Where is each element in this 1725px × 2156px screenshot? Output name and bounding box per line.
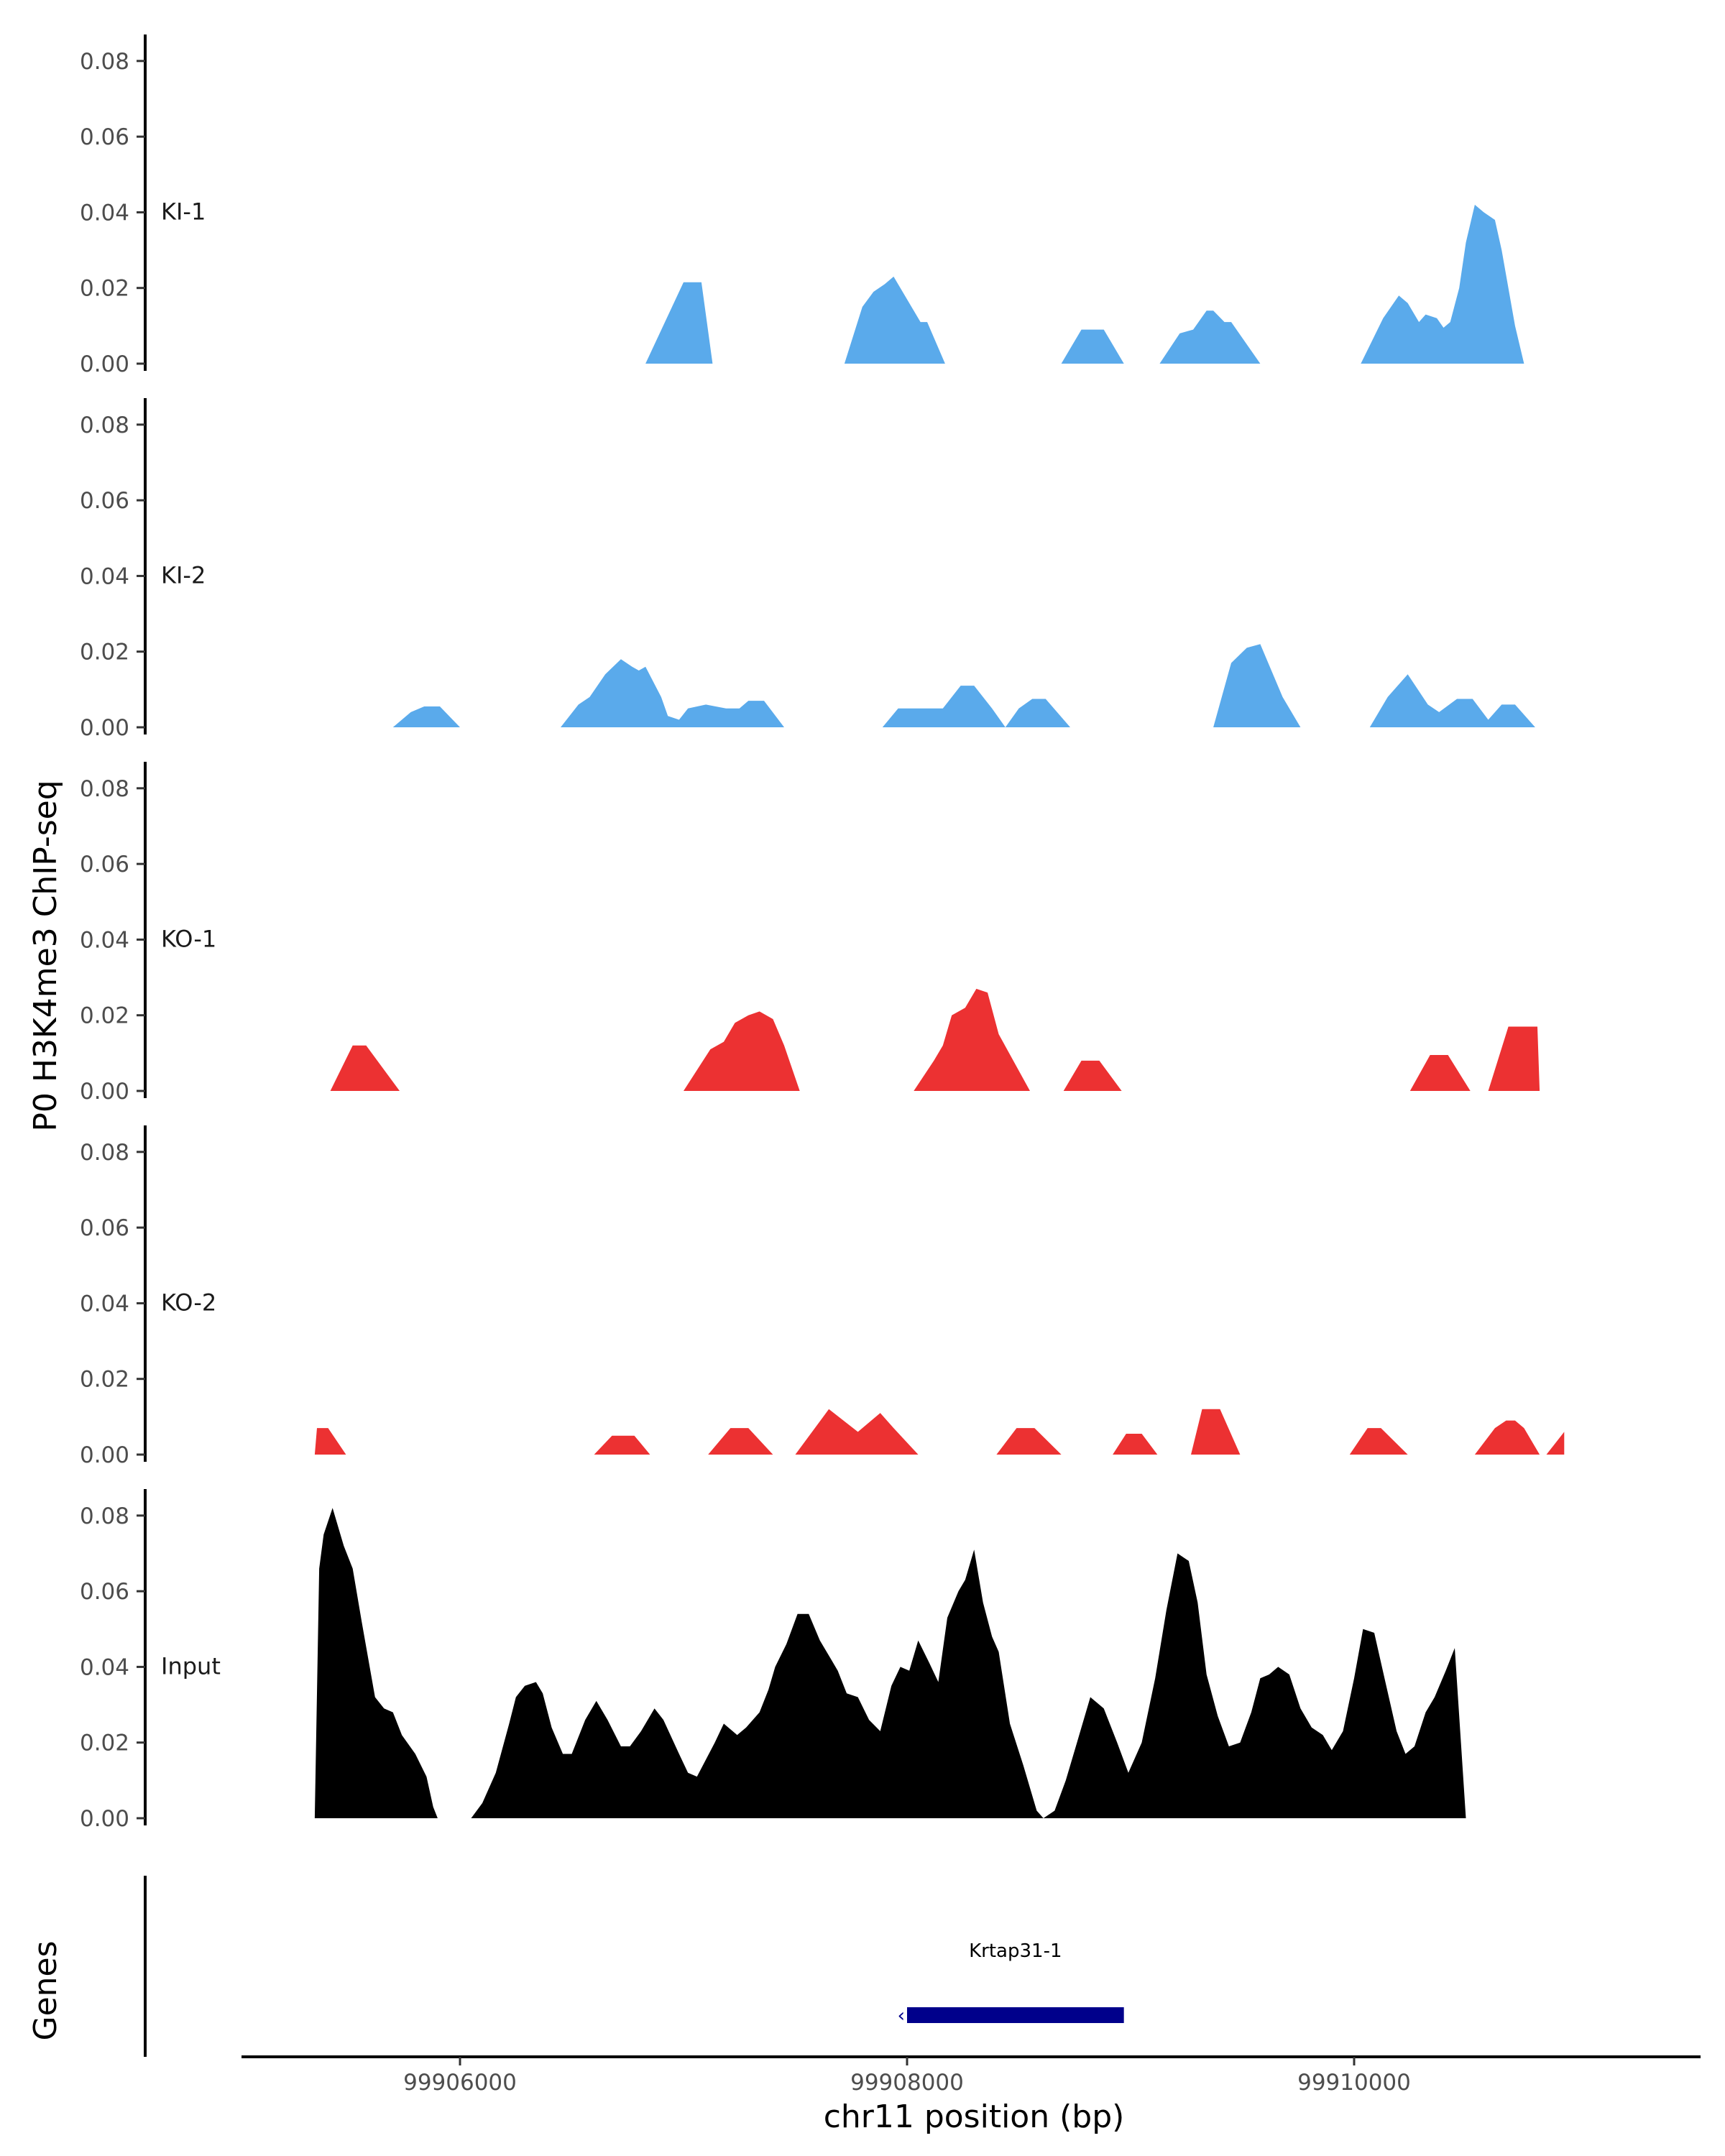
x-axis: 99906000 99908000 99910000 (242, 2055, 1701, 2096)
gene-label: Krtap31-1 (969, 1940, 1062, 1962)
y-tick-label: 0.08 (80, 1503, 129, 1529)
x-axis-title: chr11 position (bp) (824, 2099, 1125, 2135)
tracks-layer: 0.00 0.02 0.04 0.06 0.08 KI-1 0.00 0.02 0.04 0.06… (80, 34, 1565, 1832)
y-tick-label: 0.06 (80, 852, 129, 877)
x-tick-label: 99906000 (403, 2070, 517, 2096)
y-tick-label: 0.06 (80, 124, 129, 150)
track-label: KI-1 (161, 198, 206, 225)
gene-krtap31-1: ‹ Krtap31-1 (898, 1940, 1124, 2027)
gene-body (907, 2007, 1124, 2023)
track-label: KO-1 (161, 925, 216, 952)
signal-area-input (314, 1508, 1466, 1818)
y-tick-label: 0.00 (80, 1442, 129, 1468)
y-tick-label: 0.06 (80, 1579, 129, 1605)
y-tick-label: 0.02 (80, 1003, 129, 1029)
track-ki-1: 0.00 0.02 0.04 0.06 0.08 KI-1 (80, 34, 1524, 377)
y-tick-label: 0.02 (80, 1731, 129, 1756)
x-tick-label: 99910000 (1297, 2070, 1411, 2096)
signal-area-ki-2 (392, 644, 1535, 727)
y-tick-label: 0.00 (80, 715, 129, 741)
y-tick-label: 0.04 (80, 927, 129, 953)
strand-arrow-icon: ‹ (898, 2005, 905, 2027)
track-ko-2: 0.00 0.02 0.04 0.06 0.08 KO-2 (80, 1125, 1565, 1468)
signal-area-ko-2 (314, 1409, 1565, 1455)
y-tick-label: 0.00 (80, 1079, 129, 1105)
y-axis-title: P0 H3K4me3 ChIP-seq (27, 780, 64, 1131)
track-ki-2: 0.00 0.02 0.04 0.06 0.08 KI-2 (80, 398, 1535, 741)
track-label: Input (161, 1652, 221, 1680)
genes-track: ‹ Krtap31-1 (144, 1876, 1124, 2057)
y-tick-label: 0.04 (80, 1654, 129, 1680)
y-tick-label: 0.08 (80, 1140, 129, 1166)
y-tick-label: 0.08 (80, 776, 129, 802)
y-tick-label: 0.08 (80, 413, 129, 438)
y-tick-label: 0.04 (80, 200, 129, 226)
signal-area-ko-1 (330, 988, 1540, 1091)
track-label: KI-2 (161, 561, 206, 589)
genes-axis-title: Genes (27, 1940, 64, 2040)
track-input: 0.00 0.02 0.04 0.06 0.08 Input (80, 1489, 1466, 1832)
track-label: KO-2 (161, 1289, 216, 1316)
y-tick-label: 0.04 (80, 563, 129, 589)
y-tick-label: 0.00 (80, 1806, 129, 1832)
y-tick-label: 0.08 (80, 49, 129, 75)
y-tick-label: 0.00 (80, 351, 129, 377)
y-tick-label: 0.02 (80, 276, 129, 302)
y-tick-label: 0.06 (80, 488, 129, 514)
y-tick-label: 0.04 (80, 1291, 129, 1317)
y-tick-label: 0.02 (80, 1367, 129, 1393)
track-ko-1: 0.00 0.02 0.04 0.06 0.08 KO-1 (80, 762, 1540, 1105)
y-tick-label: 0.02 (80, 640, 129, 665)
signal-area-ki-1 (645, 204, 1524, 364)
x-tick-label: 99908000 (850, 2070, 964, 2096)
y-tick-label: 0.06 (80, 1215, 129, 1241)
